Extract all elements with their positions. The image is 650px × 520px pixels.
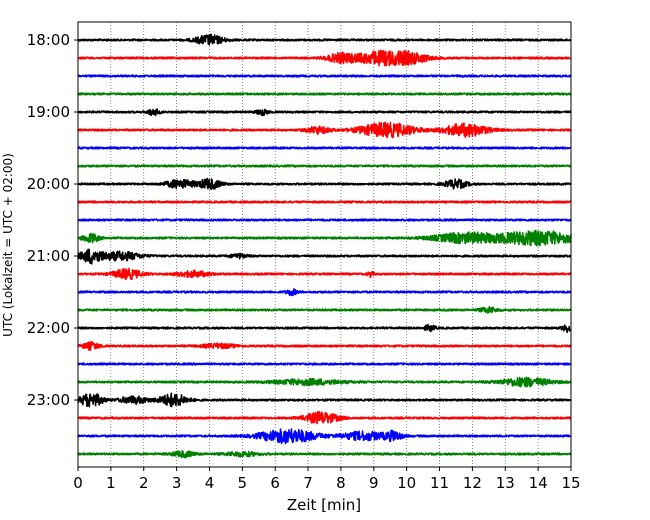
x-tick-label: 6 (270, 474, 280, 492)
x-tick-label: 3 (172, 474, 182, 492)
x-axis-ticks: 0 1 2 3 4 5 6 7 8 9 10 11 12 13 14 15 (73, 467, 581, 492)
trace-2115 (77, 267, 572, 281)
x-tick-label: 8 (336, 474, 346, 492)
x-tick-label: 0 (73, 474, 83, 492)
trace-1900 (77, 108, 572, 117)
trace-2000 (77, 177, 572, 191)
trace-2015 (77, 200, 572, 204)
trace-2230 (77, 362, 572, 366)
y-tick-label: 22:00 (27, 319, 70, 337)
trace-2245 (77, 376, 572, 388)
x-tick-label: 11 (430, 474, 449, 492)
trace-2330 (77, 428, 572, 445)
trace-1830 (77, 74, 572, 78)
y-axis-ticks: 18:00 19:00 20:00 21:00 22:00 23:00 (27, 31, 78, 409)
x-tick-label: 9 (369, 474, 379, 492)
trace-1815 (77, 49, 572, 67)
trace-2145 (77, 305, 572, 315)
y-tick-label: 21:00 (27, 247, 70, 265)
trace-1845 (77, 92, 572, 96)
x-tick-label: 5 (238, 474, 248, 492)
x-tick-label: 1 (106, 474, 116, 492)
y-axis-label: UTC (Lokalzeit = UTC + 02:00) (1, 153, 15, 337)
trace-2100 (77, 248, 572, 265)
trace-2030 (77, 218, 572, 222)
x-tick-label: 4 (205, 474, 215, 492)
plot-frame (77, 21, 572, 468)
x-tick-label: 14 (529, 474, 548, 492)
trace-1945 (77, 164, 572, 168)
trace-2215 (77, 341, 572, 351)
x-tick-label: 7 (303, 474, 313, 492)
y-tick-label: 20:00 (27, 175, 70, 193)
trace-1930 (77, 146, 572, 150)
x-tick-label: 13 (496, 474, 515, 492)
y-tick-label: 23:00 (27, 391, 70, 409)
x-tick-label: 2 (139, 474, 149, 492)
trace-2200 (77, 323, 572, 334)
trace-2045 (77, 229, 572, 247)
trace-2300 (77, 392, 572, 408)
y-tick-label: 19:00 (27, 103, 70, 121)
trace-1915 (77, 121, 572, 139)
x-axis-label: Zeit [min] (287, 496, 361, 514)
trace-2130 (77, 288, 572, 297)
seismic-traces (77, 33, 572, 459)
trace-1800 (77, 33, 572, 46)
x-tick-label: 15 (561, 474, 580, 492)
x-tick-label: 10 (397, 474, 416, 492)
trace-2315 (77, 410, 572, 425)
x-tick-label: 12 (463, 474, 482, 492)
trace-2345 (77, 449, 572, 459)
y-tick-label: 18:00 (27, 31, 70, 49)
